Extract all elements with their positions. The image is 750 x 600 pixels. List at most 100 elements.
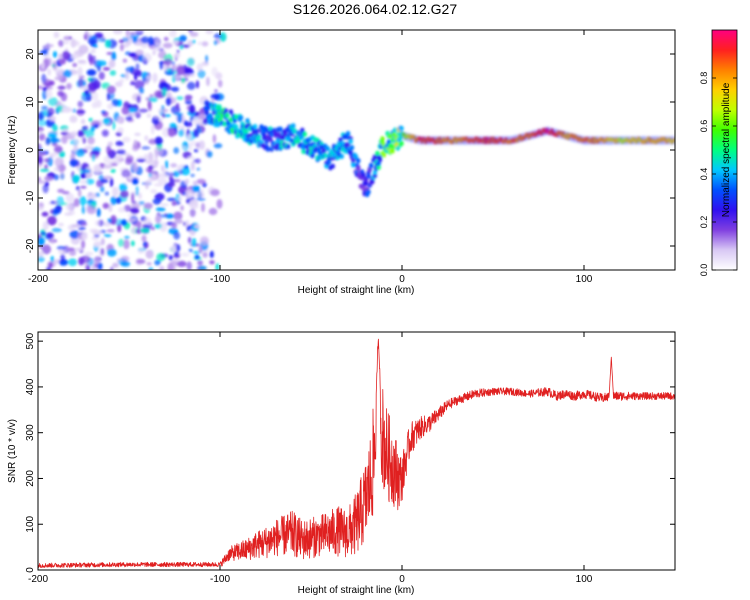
noise-blob	[163, 36, 169, 42]
noise-blob	[119, 43, 124, 52]
x-tick-label: 0	[399, 274, 405, 285]
noise-blob	[94, 220, 100, 226]
noise-blob	[192, 39, 196, 44]
noise-blob	[138, 86, 144, 95]
noise-blob	[176, 244, 181, 252]
y-tick-label: 400	[25, 378, 36, 395]
noise-blob	[52, 124, 58, 133]
noise-blob	[183, 67, 194, 75]
noise-blob	[168, 172, 177, 177]
signal-blob	[254, 128, 259, 134]
noise-blob	[81, 240, 86, 249]
y-tick-label: 500	[25, 332, 36, 349]
noise-blob	[170, 163, 178, 168]
noise-blob	[101, 129, 109, 137]
noise-blob	[167, 182, 176, 187]
noise-blob	[197, 69, 206, 79]
noise-blob	[84, 251, 94, 256]
noise-blob	[141, 235, 147, 242]
noise-blob	[101, 110, 106, 114]
noise-blob	[38, 237, 45, 246]
noise-blob	[38, 85, 43, 90]
noise-blob	[56, 196, 64, 205]
noise-blob	[54, 68, 65, 75]
noise-blob	[137, 247, 145, 254]
noise-blob	[44, 175, 54, 182]
noise-blob	[48, 97, 58, 107]
noise-blob	[213, 143, 223, 149]
noise-blob	[80, 185, 87, 189]
noise-blob	[131, 177, 139, 185]
noise-blob	[194, 254, 200, 260]
signal-blob	[259, 124, 264, 130]
noise-blob	[134, 30, 144, 33]
noise-blob	[120, 219, 128, 226]
noise-blob	[110, 177, 114, 188]
noise-blob	[217, 79, 223, 88]
noise-blob	[109, 70, 117, 76]
noise-blob	[45, 89, 53, 98]
noise-blob	[81, 125, 89, 131]
noise-blob	[38, 156, 43, 164]
noise-blob	[39, 231, 47, 236]
noise-blob	[197, 260, 204, 266]
noise-blob	[159, 60, 164, 70]
noise-blob	[165, 213, 175, 219]
noise-blob	[44, 44, 54, 48]
noise-region	[38, 30, 227, 270]
noise-blob	[68, 210, 75, 216]
signal-blob	[376, 164, 381, 170]
signal-blob	[372, 154, 378, 160]
noise-blob	[152, 50, 156, 56]
noise-blob	[138, 201, 145, 205]
noise-blob	[62, 50, 70, 60]
noise-blob	[214, 40, 218, 46]
noise-blob	[78, 257, 85, 266]
noise-blob	[182, 192, 186, 196]
noise-blob	[98, 38, 107, 43]
noise-blob	[185, 98, 192, 105]
y-tick-label: 0	[25, 567, 36, 573]
noise-blob	[190, 140, 197, 147]
noise-blob	[38, 150, 46, 157]
signal-blob	[399, 125, 404, 131]
noise-blob	[179, 35, 187, 42]
noise-blob	[66, 83, 72, 90]
noise-blob	[104, 191, 109, 196]
noise-blob	[147, 152, 154, 162]
noise-blob	[192, 180, 198, 186]
noise-blob	[107, 93, 110, 101]
noise-blob	[53, 145, 63, 154]
noise-blob	[195, 80, 200, 89]
noise-blob	[155, 207, 166, 212]
noise-blob	[136, 70, 142, 77]
signal-blob	[348, 138, 353, 144]
colorbar-scale	[712, 30, 737, 270]
noise-blob	[183, 120, 188, 127]
noise-blob	[153, 77, 157, 84]
signal-blob	[361, 172, 366, 178]
noise-blob	[80, 172, 86, 179]
noise-blob	[111, 51, 117, 61]
noise-blob	[146, 113, 152, 118]
noise-blob	[57, 90, 64, 97]
signal-blob	[296, 138, 301, 144]
noise-blob	[53, 31, 60, 39]
y-tick-label: -10	[25, 190, 36, 205]
noise-blob	[166, 68, 172, 73]
noise-blob	[125, 30, 130, 37]
noise-blob	[71, 40, 80, 47]
noise-blob	[69, 115, 78, 123]
noise-blob	[100, 248, 104, 256]
noise-blob	[97, 219, 105, 227]
noise-blob	[155, 214, 162, 224]
noise-blob	[167, 128, 176, 137]
noise-blob	[174, 219, 184, 224]
noise-blob	[50, 152, 58, 157]
noise-blob	[81, 231, 88, 241]
noise-blob	[135, 49, 144, 56]
noise-blob	[186, 261, 192, 270]
noise-blob	[75, 148, 85, 157]
noise-blob	[116, 117, 122, 124]
noise-blob	[162, 42, 173, 49]
